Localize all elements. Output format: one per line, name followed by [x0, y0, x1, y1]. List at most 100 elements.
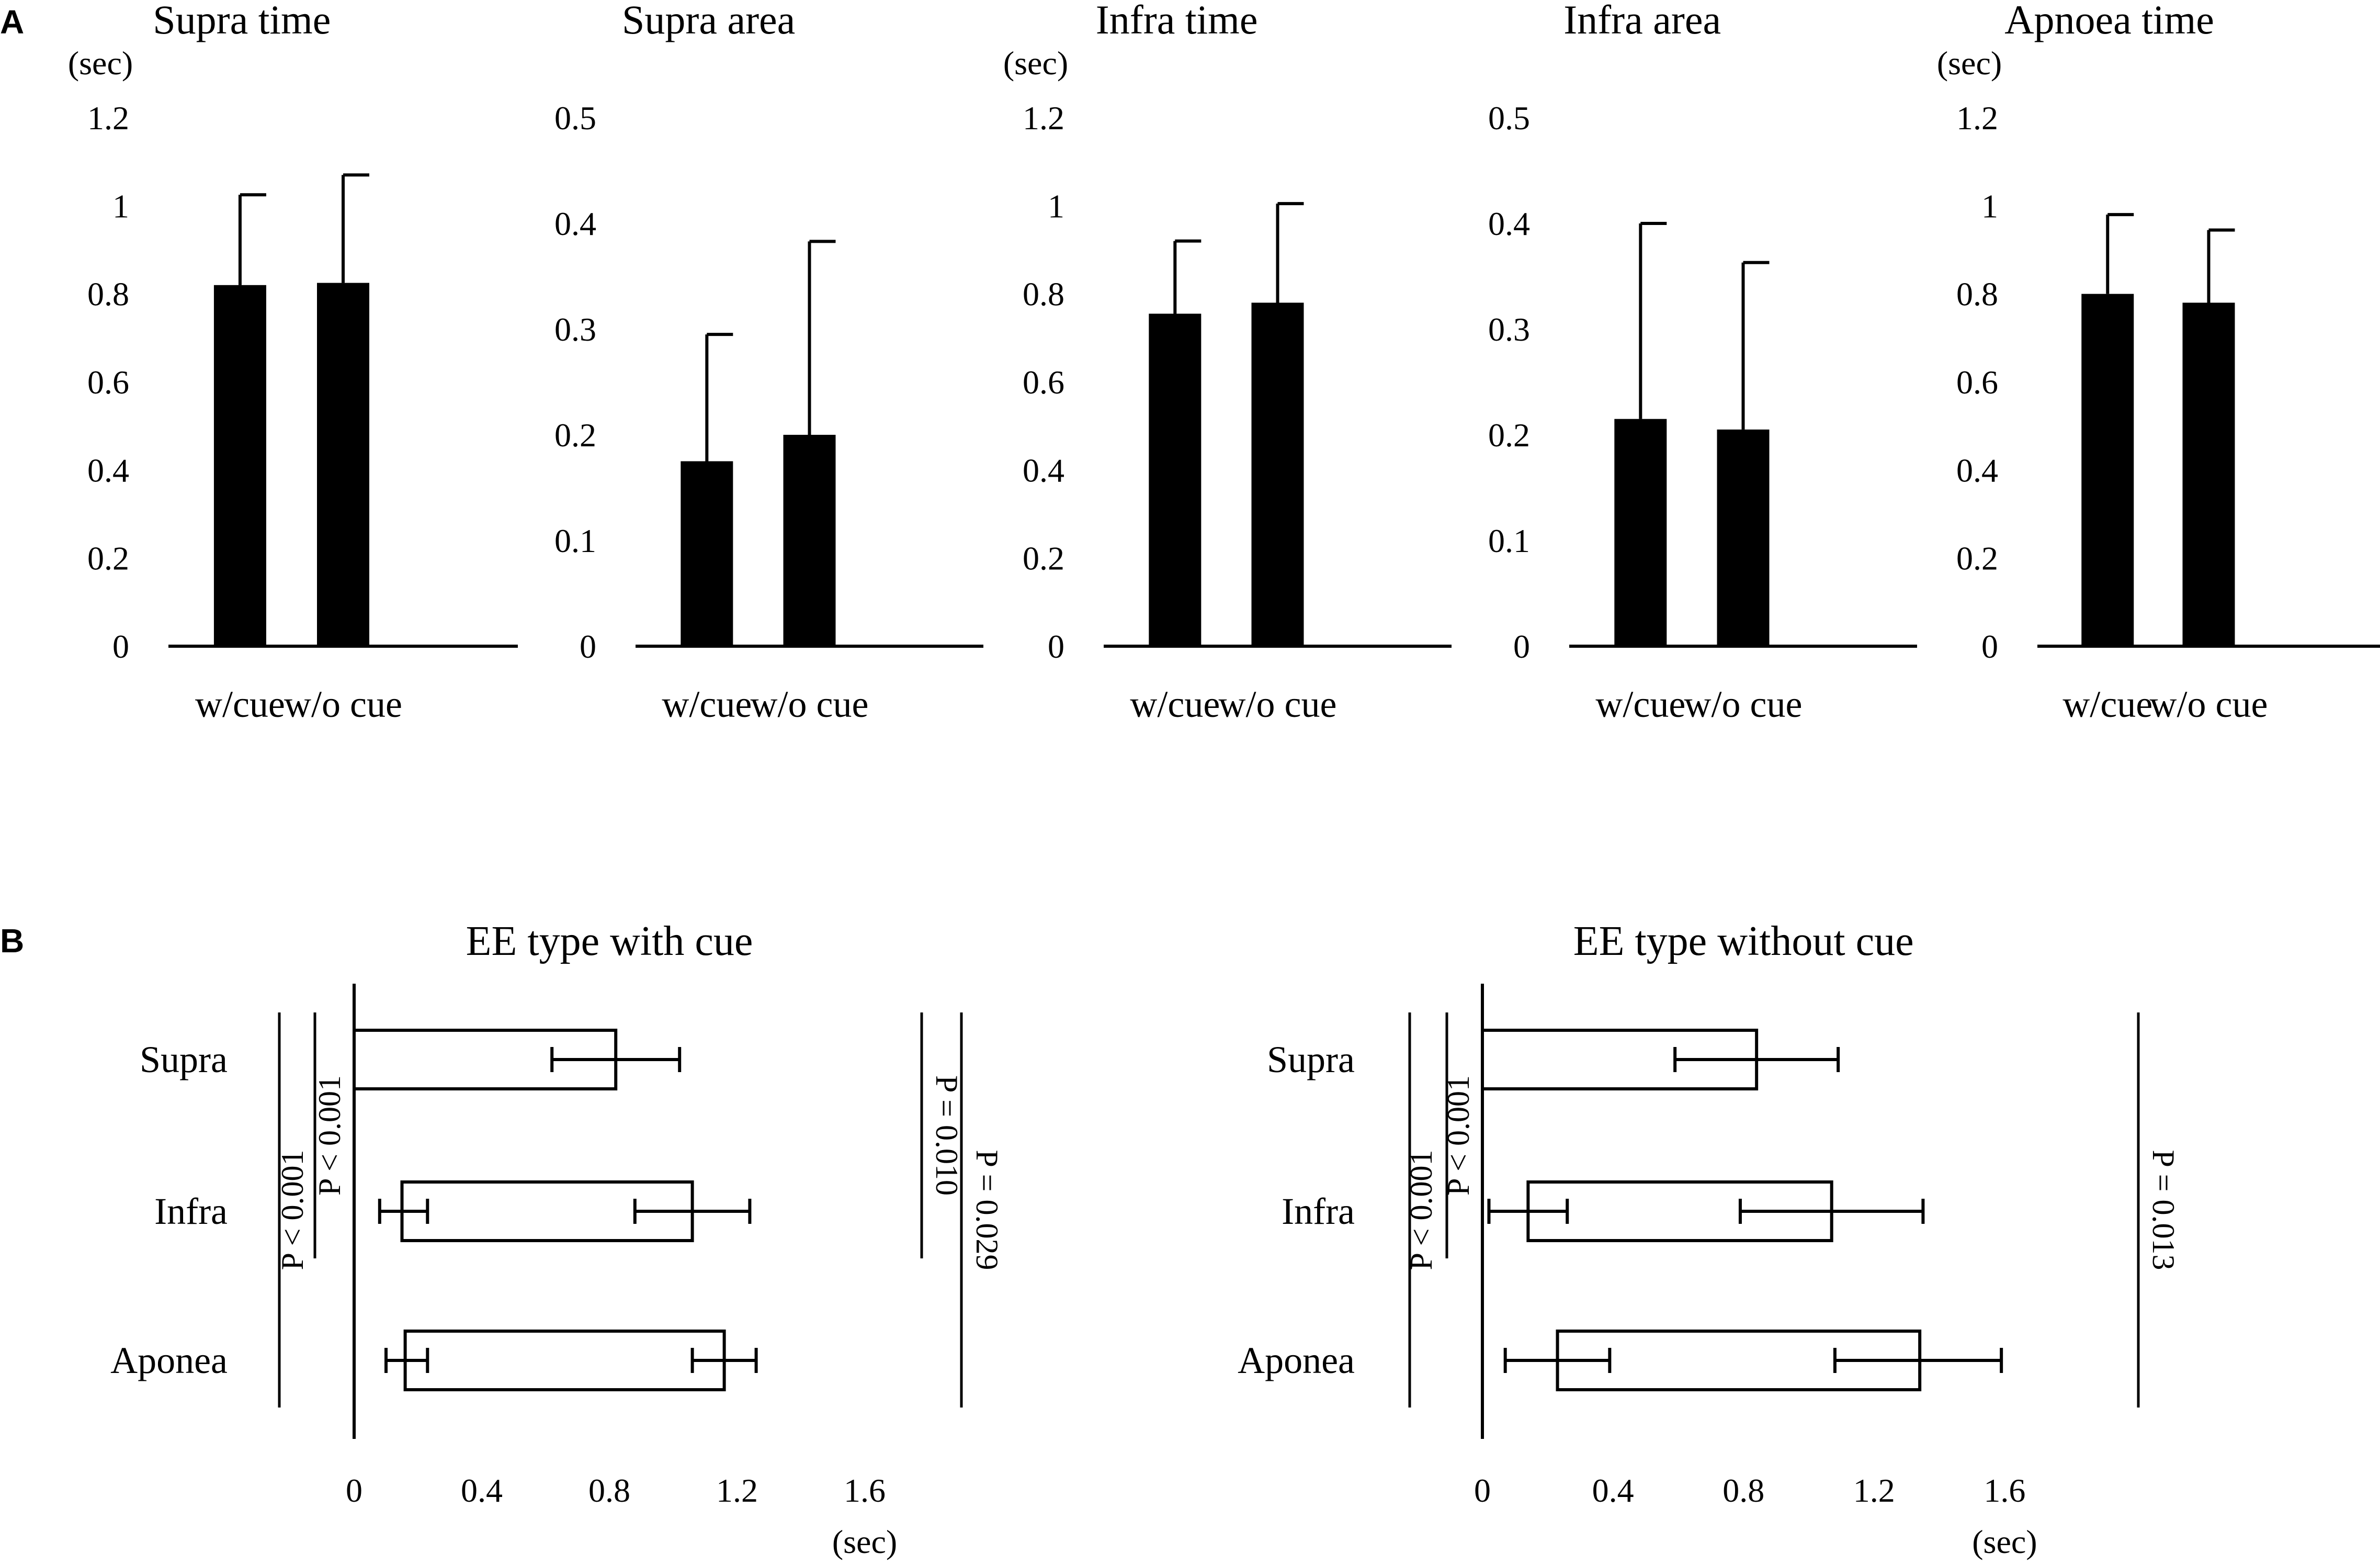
- y-tick-label: 0: [1981, 628, 1998, 665]
- panel-label-a: A: [0, 3, 24, 41]
- y-tick-label: 0.5: [1488, 99, 1530, 137]
- bar: [2182, 302, 2235, 646]
- x-category-label: w/cue: [2062, 683, 2152, 725]
- bar-chart-5: Apnoea time(sec) 0 0.2 0.4 0.6 0.8 1 1.2 w/cuew/…: [1937, 0, 2380, 725]
- x-axis-unit-label: (sec): [1972, 1523, 2037, 1560]
- x-tick-label: 1.2: [1853, 1472, 1895, 1509]
- panel-label-b: B: [0, 922, 24, 960]
- bar: [681, 461, 733, 646]
- y-tick-label: 0.4: [1488, 205, 1530, 242]
- bar: [403, 1330, 726, 1391]
- y-tick-label: 0.2: [87, 540, 129, 577]
- bar: [1717, 429, 1770, 646]
- y-tick-label: 0: [580, 628, 596, 665]
- x-category-label: w/o cue: [751, 683, 869, 725]
- bar: [213, 285, 266, 646]
- y-axis-unit-label: (sec): [1003, 44, 1068, 82]
- x-tick-label: 0.8: [588, 1472, 630, 1509]
- y-tick-label: 0.8: [87, 276, 129, 313]
- bar: [1251, 302, 1304, 646]
- y-tick-label: 0.1: [554, 522, 596, 559]
- y-tick-label: 0.4: [87, 452, 129, 489]
- y-tick-label: 1: [1048, 187, 1064, 224]
- y-category-label: Supra: [1267, 1039, 1355, 1080]
- x-tick-label: 1.6: [1984, 1472, 2025, 1509]
- y-tick-label: 0.2: [1023, 540, 1064, 577]
- bar-chart-1: Supra time (sec) 0 0.2 0.4 0.6 0.8 1 1.2 w/cuew/o…: [68, 0, 518, 725]
- x-axis-unit-label: (sec): [832, 1523, 897, 1560]
- y-tick-label: 0: [1048, 628, 1064, 665]
- y-tick-label: 0: [112, 628, 129, 665]
- chart-title: Apnoea time: [2004, 0, 2214, 42]
- x-category-label: w/o cue: [1684, 683, 1803, 725]
- y-tick-label: 0.6: [1956, 364, 1998, 401]
- x-tick-label: 1.2: [716, 1472, 758, 1509]
- y-tick-label: 1.2: [1956, 99, 1998, 137]
- x-tick-label: 0: [1474, 1472, 1491, 1509]
- x-category-label: w/o cue: [2150, 683, 2268, 725]
- y-tick-label: 0.1: [1488, 522, 1530, 559]
- y-tick-label: 0.2: [1488, 416, 1530, 454]
- y-category-label: Aponea: [110, 1339, 228, 1381]
- y-axis-unit-label: (sec): [68, 44, 133, 82]
- chart-title: Supra time: [153, 0, 331, 42]
- x-tick-label: 0.8: [1722, 1472, 1764, 1509]
- y-tick-label: 0.3: [1488, 311, 1530, 348]
- bar: [1149, 313, 1202, 646]
- y-category-label: Supra: [140, 1039, 228, 1080]
- bar-chart-3: Infra time (sec) 0 0.2 0.4 0.6 0.8 1 1.2 w/cuew/o…: [1003, 0, 1452, 725]
- y-axis-unit-label: (sec): [1937, 44, 2002, 82]
- horizontal-bar-chart-2: EE type without cue 0 0.4 0.8 1.2 1.6 (sec) Sup…: [1238, 918, 2181, 1560]
- y-tick-label: 0.5: [554, 99, 596, 137]
- y-tick-label: 1.2: [87, 99, 129, 137]
- x-category-label: w/cue: [1595, 683, 1685, 725]
- significance-label: P = 0.029: [970, 1150, 1004, 1270]
- chart-title: Infra time: [1096, 0, 1258, 42]
- chart-title: Supra area: [622, 0, 795, 42]
- bar: [1614, 419, 1667, 646]
- bar: [2081, 294, 2134, 646]
- significance-label: P < 0.001: [1404, 1150, 1438, 1270]
- x-tick-label: 1.6: [844, 1472, 886, 1509]
- y-tick-label: 1: [1981, 187, 1998, 224]
- significance-label: P = 0.013: [2146, 1150, 2181, 1270]
- charts-group: Supra time(sec)00.20.40.60.811.2w/cuew/o…: [68, 0, 2380, 1560]
- chart-title: EE type with cue: [466, 918, 753, 964]
- y-category-label: Aponea: [1238, 1339, 1355, 1381]
- x-category-label: w/o cue: [284, 683, 402, 725]
- y-category-label: Infra: [1282, 1190, 1355, 1232]
- bar: [783, 435, 836, 646]
- y-tick-label: 0.8: [1956, 276, 1998, 313]
- chart-title: Infra area: [1563, 0, 1721, 42]
- x-category-label: w/cue: [195, 683, 285, 725]
- y-tick-label: 1: [112, 187, 129, 224]
- y-tick-label: 0.4: [1023, 452, 1064, 489]
- significance-label: P = 0.010: [930, 1075, 964, 1196]
- y-tick-label: 0.2: [1956, 540, 1998, 577]
- y-tick-label: 0.4: [554, 205, 596, 242]
- x-tick-label: 0.4: [1592, 1472, 1634, 1509]
- significance-label: P < 0.001: [275, 1150, 310, 1270]
- bar: [317, 283, 369, 646]
- x-category-label: w/o cue: [1219, 683, 1337, 725]
- x-tick-label: 0.4: [461, 1472, 503, 1509]
- y-tick-label: 0.6: [87, 364, 129, 401]
- y-tick-label: 0.8: [1023, 276, 1064, 313]
- y-tick-label: 0.4: [1956, 452, 1998, 489]
- chart-title: EE type without cue: [1573, 918, 1914, 964]
- y-tick-label: 0.6: [1023, 364, 1064, 401]
- x-category-label: w/cue: [1130, 683, 1220, 725]
- y-tick-label: 0.2: [554, 416, 596, 454]
- x-category-label: w/cue: [662, 683, 752, 725]
- y-tick-label: 1.2: [1023, 99, 1064, 137]
- significance-label: P < 0.001: [1441, 1075, 1476, 1196]
- y-category-label: Infra: [154, 1190, 228, 1232]
- horizontal-bar-chart-1: EE type with cue 0 0.4 0.8 1.2 1.6 (sec) Supra I…: [110, 918, 1004, 1560]
- x-tick-label: 0: [346, 1472, 362, 1509]
- y-tick-label: 0.3: [554, 311, 596, 348]
- significance-label: P < 0.001: [312, 1075, 347, 1196]
- y-tick-label: 0: [1513, 628, 1530, 665]
